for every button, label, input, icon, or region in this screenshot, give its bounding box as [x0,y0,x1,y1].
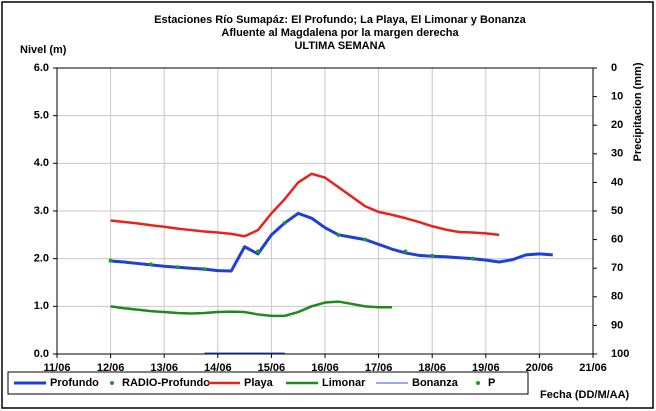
y-tick-label: 4.0 [34,157,49,169]
x-tick-label: 17/06 [365,362,393,374]
data-point [403,249,408,254]
data-point [175,265,180,270]
x-tick-label: 21/06 [579,362,607,374]
data-point [430,253,435,258]
legend-label: Limonar [322,377,366,389]
series-line [110,211,553,273]
legend-marker [110,381,114,385]
plot-border [56,67,594,355]
x-tick-label: 14/06 [204,362,232,374]
y2-tick-label: 20 [611,119,623,131]
chart-title: Afluente al Magdalena por la margen dere… [221,27,459,39]
y-tick-label: 5.0 [34,110,49,122]
y2-axis-label: Precipitacion (mm) [632,62,644,161]
x-tick-label: 19/06 [472,362,500,374]
chart-title: ULTIMA SEMANA [294,40,385,52]
y2-tick-label: 0 [611,62,617,74]
y-tick-label: 1.0 [34,300,49,312]
x-tick-label: 12/06 [97,362,125,374]
legend-label: RADIO-Profundo [122,377,210,389]
y-axis-label: Nivel (m) [20,44,67,56]
y2-tick-label: 40 [611,176,623,188]
y2-tick-label: 60 [611,234,623,246]
y-tick-label: 6.0 [34,62,49,74]
data-point [282,220,287,225]
y-tick-label: 0.0 [34,348,49,360]
y2-tick-label: 70 [611,262,623,274]
legend-label: Playa [244,377,274,389]
x-tick-label: 20/06 [526,362,554,374]
x-tick-label: 15/06 [258,362,286,374]
legend-label: Bonanza [412,377,459,389]
legend-box [7,371,529,395]
y2-tick-label: 50 [611,205,623,217]
y2-tick-label: 10 [611,91,623,103]
y2-tick-label: 90 [611,319,623,331]
data-point [336,232,341,237]
x-tick-label: 13/06 [150,362,178,374]
x-axis-label: Fecha (DD/M/AA) [540,389,630,401]
data-point [470,256,475,261]
x-tick-label: 18/06 [418,362,446,374]
y2-tick-label: 100 [611,348,629,360]
y-tick-label: 3.0 [34,205,49,217]
data-point [363,237,368,242]
y2-tick-label: 30 [611,148,623,160]
data-point [108,258,113,263]
legend-label: P [488,377,495,389]
data-point [148,262,153,267]
y2-tick-label: 80 [611,291,623,303]
chart-title: Estaciones Río Sumapáz: El Profundo; La … [154,14,527,26]
data-point [202,267,207,272]
x-tick-label: 11/06 [44,362,71,374]
series-line [110,172,500,238]
data-point [256,249,260,254]
legend-label: Profundo [50,377,99,389]
y-tick-label: 2.0 [34,253,49,265]
series-line [110,300,392,318]
x-tick-label: 16/06 [311,362,339,374]
legend-marker [476,381,480,385]
